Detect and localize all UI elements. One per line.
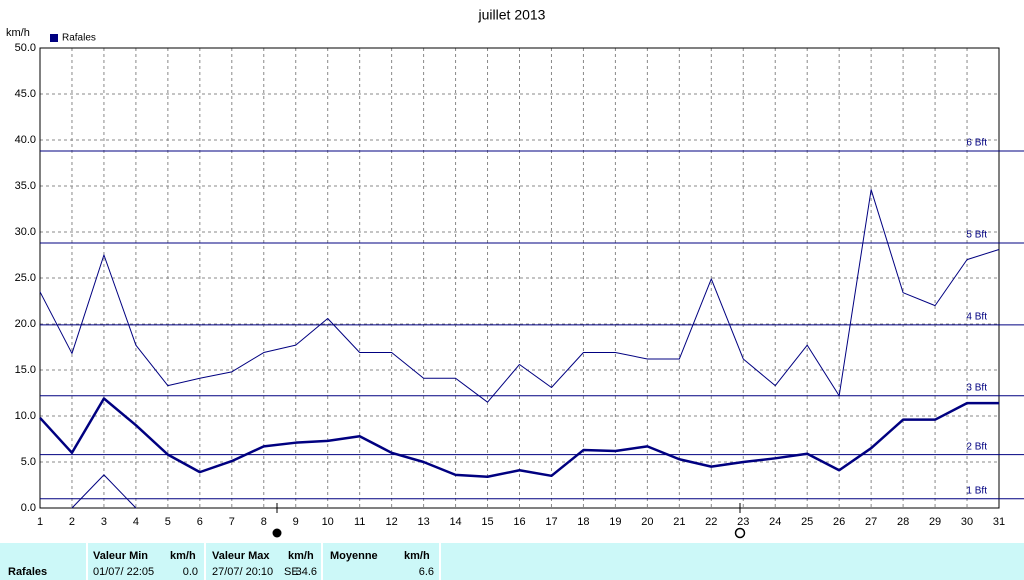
reference-label: 3 Bft [966,382,987,393]
legend-label: Rafales [62,33,96,44]
x-tick-label: 17 [545,516,557,528]
x-tick-label: 12 [386,516,398,528]
stats-unit: km/h [288,550,314,562]
y-tick-label: 5.0 [21,456,36,468]
x-tick-label: 19 [609,516,621,528]
x-tick-label: 25 [801,516,813,528]
stats-bar [0,543,1024,580]
reference-label: 2 Bft [966,441,987,452]
x-tick-label: 23 [737,516,749,528]
stats-header: Moyenne [330,550,378,562]
stats-unit: km/h [170,550,196,562]
y-tick-label: 45.0 [15,88,36,100]
x-tick-label: 18 [577,516,589,528]
stats-date: 01/07/ 22:05 [93,566,154,578]
y-tick-label: 15.0 [15,364,36,376]
x-tick-label: 9 [293,516,299,528]
x-tick-label: 22 [705,516,717,528]
stats-value: 0.0 [183,566,198,578]
x-tick-label: 13 [417,516,429,528]
y-tick-label: 10.0 [15,410,36,422]
plot-border [39,47,1000,509]
reference-label: 1 Bft [966,485,987,496]
stats-direction: SE [284,566,299,578]
series-line [39,397,999,478]
x-tick-label: 3 [101,516,107,528]
x-tick-label: 2 [69,516,75,528]
x-tick-label: 5 [165,516,171,528]
x-tick-label: 20 [641,516,653,528]
x-tick-label: 31 [993,516,1005,528]
x-tick-label: 8 [261,516,267,528]
reference-label: 4 Bft [966,312,987,323]
x-tick-label: 11 [354,516,365,528]
legend-swatch [50,34,58,42]
stats-header: Valeur Max [212,550,270,562]
x-tick-label: 7 [229,516,235,528]
stats-label: Rafales [8,566,47,578]
x-tick-label: 15 [481,516,493,528]
x-tick-label: 26 [833,516,845,528]
x-tick-label: 4 [133,516,139,528]
x-tick-label: 28 [897,516,909,528]
y-tick-label: 35.0 [15,180,36,192]
x-tick-label: 29 [929,516,941,528]
stats-date: 27/07/ 20:10 [212,566,273,578]
reference-label: 5 Bft [966,230,987,241]
stats-header: Valeur Min [93,550,148,562]
stats-unit: km/h [404,550,430,562]
y-tick-label: 50.0 [15,42,36,54]
y-tick-label: 25.0 [15,272,36,284]
x-tick-label: 24 [769,516,781,528]
y-axis-label: km/h [6,27,30,39]
x-tick-label: 16 [513,516,525,528]
series-line [39,189,1000,403]
y-tick-label: 20.0 [15,318,36,330]
y-tick-label: 40.0 [15,134,36,146]
y-tick-label: 0.0 [21,502,36,514]
stats-dividers [86,543,441,580]
y-tick-label: 30.0 [15,226,36,238]
stats-value: 6.6 [419,566,434,578]
moon-phases [272,503,746,539]
chart-title: juillet 2013 [478,7,546,23]
x-tick-label: 1 [37,516,43,528]
x-tick-label: 21 [673,516,685,528]
x-tick-label: 27 [865,516,877,528]
series-line [71,474,137,509]
x-tick-label: 10 [322,516,334,528]
reference-label: 6 Bft [966,138,987,149]
x-tick-label: 6 [197,516,203,528]
x-tick-label: 30 [961,516,973,528]
x-tick-label: 14 [449,516,461,528]
stats-value: 34.6 [296,566,317,578]
